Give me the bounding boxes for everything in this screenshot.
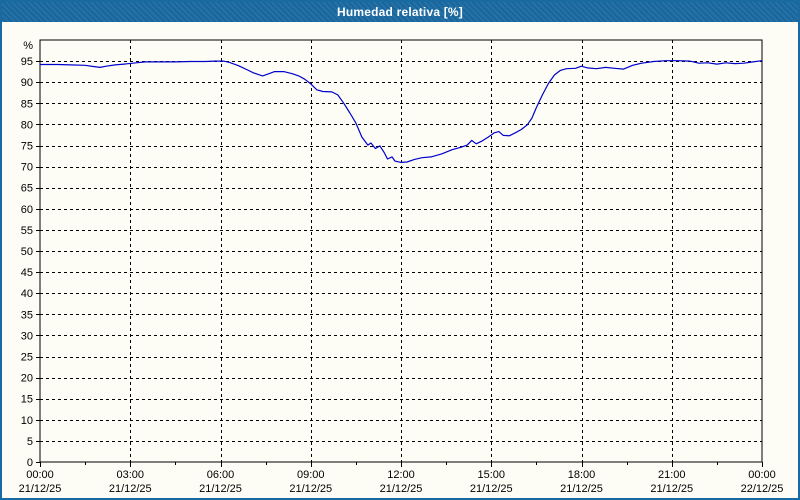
y-tick-label: 5 — [27, 436, 33, 448]
y-tick-label: 95 — [21, 56, 33, 68]
y-tick-label: 15 — [21, 394, 33, 406]
x-tick-time-label: 15:00 — [477, 469, 505, 481]
x-tick-time-label: 00:00 — [26, 469, 54, 481]
title-bar: Humedad relativa [%] — [2, 2, 798, 22]
y-tick-label: 55 — [21, 225, 33, 237]
y-tick-label: 30 — [21, 330, 33, 342]
y-tick-label: 40 — [21, 288, 33, 300]
page-title: Humedad relativa [%] — [336, 5, 464, 19]
y-tick-label: 25 — [21, 352, 33, 364]
series-line-humedad-relativa — [39, 60, 763, 163]
x-tick-time-label: 09:00 — [297, 469, 325, 481]
x-axis-ticks — [40, 462, 763, 467]
x-tick-date-label: 21/12/25 — [650, 483, 693, 495]
x-tick-time-label: 03:00 — [116, 469, 144, 481]
y-tick-label: 60 — [21, 204, 33, 216]
y-tick-label: 10 — [21, 415, 33, 427]
x-tick-time-label: 21:00 — [658, 469, 686, 481]
x-axis-labels: 00:00 21/12/25 03:00 21/12/25 06:00 21/12/25 0… — [19, 469, 784, 495]
x-tick-date-label: 21/12/25 — [19, 483, 62, 495]
x-tick-date-label: 21/12/25 — [470, 483, 513, 495]
y-tick-label: 45 — [21, 267, 33, 279]
y-tick-label: 85 — [21, 98, 33, 110]
y-tick-label: 80 — [21, 119, 33, 131]
chart-area: 0 5 10 15 20 25 30 35 40 45 50 55 60 65 70 75 80 85 90 95% 0… — [2, 22, 798, 498]
v-gridlines — [130, 40, 673, 462]
y-axis-ticks — [36, 61, 40, 463]
x-tick-time-label: 00:00 — [748, 469, 776, 481]
x-tick-date-label: 22/12/25 — [741, 483, 784, 495]
y-axis-unit-label: % — [23, 40, 33, 52]
x-tick-date-label: 21/12/25 — [289, 483, 332, 495]
x-tick-date-label: 21/12/25 — [380, 483, 423, 495]
y-tick-label: 70 — [21, 162, 33, 174]
y-tick-label: 90 — [21, 77, 33, 89]
y-tick-label: 65 — [21, 183, 33, 195]
x-tick-date-label: 21/12/25 — [109, 483, 152, 495]
y-axis-labels: 0 5 10 15 20 25 30 35 40 45 50 55 60 65 70 75 80 85 90 95% — [21, 40, 33, 469]
x-tick-date-label: 21/12/25 — [199, 483, 242, 495]
x-tick-time-label: 06:00 — [207, 469, 235, 481]
x-tick-time-label: 18:00 — [568, 469, 596, 481]
y-tick-label: 35 — [21, 309, 33, 321]
humidity-chart: 05101520253035404550556065707580859095%0… — [19, 39, 784, 495]
y-tick-label: 50 — [21, 246, 33, 258]
x-tick-time-label: 12:00 — [387, 469, 415, 481]
y-tick-label: 20 — [21, 373, 33, 385]
plot-border — [39, 39, 763, 463]
x-tick-date-label: 21/12/25 — [560, 483, 603, 495]
y-tick-label: 75 — [21, 141, 33, 153]
y-tick-label: 0 — [27, 457, 33, 469]
